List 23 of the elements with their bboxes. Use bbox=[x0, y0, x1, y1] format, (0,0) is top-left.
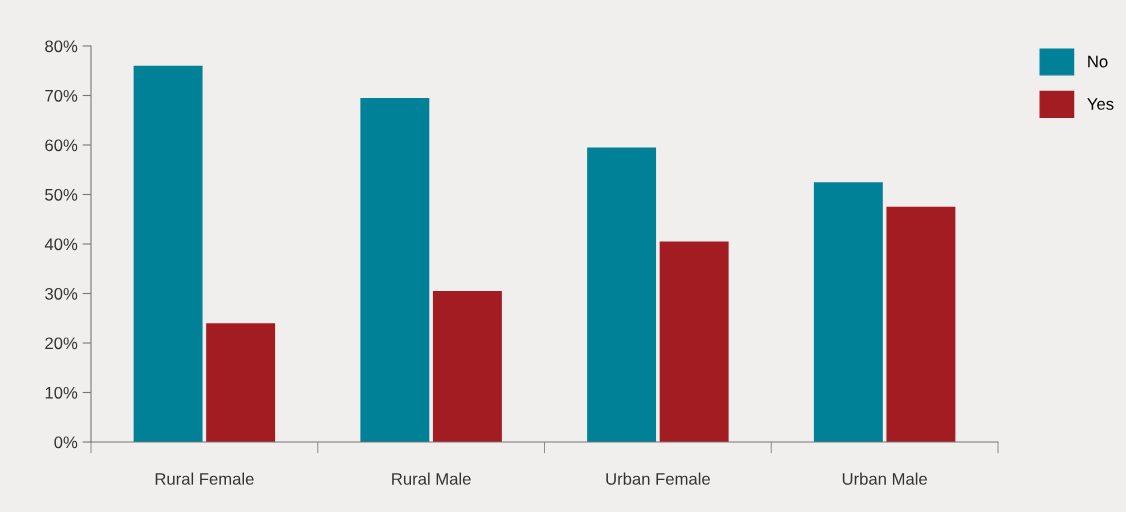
bar bbox=[360, 97, 430, 442]
y-tick-label: 60% bbox=[45, 139, 78, 152]
y-tick-label: 50% bbox=[45, 188, 78, 201]
bar bbox=[432, 291, 502, 442]
bar bbox=[659, 241, 729, 442]
x-tick-label: Rural Female bbox=[155, 472, 254, 485]
bar bbox=[813, 182, 883, 442]
x-tick-label: Urban Female bbox=[606, 472, 710, 485]
y-tick-label: 30% bbox=[45, 287, 78, 300]
bar bbox=[587, 147, 657, 442]
bar bbox=[886, 206, 956, 442]
y-tick-label: 10% bbox=[45, 386, 78, 399]
x-tick-label: Urban Male bbox=[842, 472, 927, 485]
bar bbox=[206, 323, 276, 442]
y-tick-label: 80% bbox=[45, 40, 78, 53]
y-tick-label: 40% bbox=[44, 238, 78, 251]
y-tick-label: 20% bbox=[45, 337, 78, 350]
x-tick-label: Rural Male bbox=[392, 472, 471, 485]
legend-label: Yes bbox=[1087, 98, 1114, 110]
legend-label: No bbox=[1088, 55, 1108, 68]
y-tick-label: 70% bbox=[45, 89, 78, 102]
y-tick-label: 0% bbox=[54, 436, 78, 449]
bar bbox=[133, 65, 203, 442]
